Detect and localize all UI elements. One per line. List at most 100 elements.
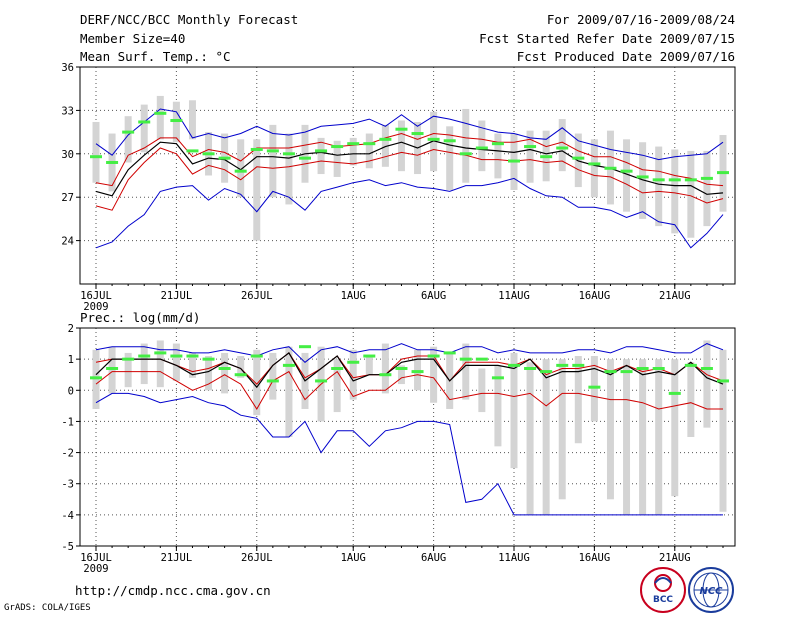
temperature-box xyxy=(92,121,100,183)
precip-title: Prec.: log(mm/d) xyxy=(80,310,200,325)
precipitation-box xyxy=(221,352,229,394)
precipitation-box xyxy=(542,359,550,515)
precipitation-box xyxy=(253,349,261,416)
precipitation-year-label: 2009 xyxy=(83,563,108,575)
precipitation-xtick-label: 21AUG xyxy=(659,552,691,564)
precipitation-box xyxy=(526,362,534,515)
precipitation-box xyxy=(655,359,663,515)
temperature-frame xyxy=(79,66,736,285)
temperature-std-low-line xyxy=(95,147,724,211)
temperature-box xyxy=(623,139,631,212)
precipitation-xtick-label: 26JUL xyxy=(241,552,273,564)
precipitation-box xyxy=(269,352,277,400)
temperature-xtick-label: 21AUG xyxy=(659,290,691,302)
bcc-logo-text: BCC xyxy=(653,595,673,605)
precipitation-box xyxy=(558,359,566,500)
temperature-box xyxy=(285,133,293,205)
precipitation-box xyxy=(703,340,711,428)
precipitation-box xyxy=(140,343,148,385)
precipitation-box xyxy=(478,368,486,413)
temperature-ytick-label: 30 xyxy=(61,149,74,161)
temperature-box xyxy=(365,133,373,169)
temperature-box xyxy=(558,119,566,172)
precipitation-box xyxy=(430,346,438,403)
temperature-box xyxy=(687,150,695,238)
temperature-xtick-label: 16AUG xyxy=(579,290,611,302)
temp-variable-label: Mean Surf. Temp.: °C xyxy=(80,49,231,64)
precipitation-box xyxy=(397,365,405,385)
precipitation-box xyxy=(574,356,582,444)
temperature-box xyxy=(526,130,534,183)
source-url: http://cmdp.ncc.cma.gov.cn xyxy=(75,583,271,598)
precipitation-box xyxy=(237,356,245,378)
temperature-xtick-label: 21JUL xyxy=(161,290,193,302)
precipitation-xtick-label: 1AUG xyxy=(341,552,366,564)
precipitation-box xyxy=(92,349,100,409)
temperature-box xyxy=(381,124,389,167)
temperature-ytick-label: 36 xyxy=(61,62,74,74)
temperature-ytick-label: 24 xyxy=(61,236,74,248)
temperature-box xyxy=(317,137,325,175)
temperature-box xyxy=(349,137,357,166)
precipitation-xtick-label: 21JUL xyxy=(161,552,193,564)
precipitation-box xyxy=(606,359,614,500)
temperature-mean-line xyxy=(95,140,724,197)
precipitation-ytick-label: 2 xyxy=(68,323,74,335)
member-size: Member Size=40 xyxy=(80,31,186,46)
temperature-box xyxy=(703,150,711,227)
ncc-logo: NCC xyxy=(688,567,734,613)
chart-title: DERF/NCC/BCC Monthly Forecast xyxy=(80,12,299,27)
precipitation-mean-line xyxy=(95,352,724,389)
bcc-logo: BCC xyxy=(640,567,686,613)
precipitation-max-line xyxy=(95,343,724,363)
grads-credit: GrADS: COLA/IGES xyxy=(4,603,91,613)
forecast-period: For 2009/07/16-2009/08/24 xyxy=(546,12,735,27)
forecast-started-date: Fcst Started Refer Date 2009/07/15 xyxy=(479,31,735,46)
ncc-logo-text: NCC xyxy=(699,586,723,597)
precipitation-box xyxy=(639,359,647,515)
temperature-min-line xyxy=(95,177,724,249)
precipitation-box xyxy=(285,346,293,437)
precipitation-xtick-label: 11AUG xyxy=(498,552,530,564)
precipitation-box xyxy=(156,340,164,388)
temperature-box xyxy=(253,139,261,241)
precipitation-box xyxy=(719,349,727,512)
precipitation-box xyxy=(687,362,695,437)
temperature-box xyxy=(333,140,341,177)
temperature-box xyxy=(446,126,454,190)
temperature-box xyxy=(462,108,470,183)
precipitation-box xyxy=(381,343,389,394)
precipitation-box xyxy=(510,352,518,469)
precipitation-xtick-label: 16AUG xyxy=(579,552,611,564)
precipitation-ytick-label: -2 xyxy=(61,448,74,460)
temperature-box xyxy=(188,100,196,140)
precipitation-box xyxy=(108,346,116,394)
precipitation-ytick-label: -3 xyxy=(61,479,74,491)
temperature-box xyxy=(124,116,132,163)
precipitation-box xyxy=(205,356,213,391)
temperature-xtick-label: 6AUG xyxy=(421,290,446,302)
precipitation-ytick-label: 1 xyxy=(68,354,74,366)
temperature-box xyxy=(430,111,438,172)
precipitation-box xyxy=(349,349,357,400)
precipitation-std-low-line xyxy=(95,370,723,410)
temperature-box xyxy=(478,120,486,172)
temperature-year-label: 2009 xyxy=(83,301,108,313)
temperature-ytick-label: 27 xyxy=(61,192,74,204)
temperature-std-high-line xyxy=(95,132,724,187)
temperature-box xyxy=(639,142,647,219)
temperature-box xyxy=(397,120,405,172)
precipitation-ytick-label: -4 xyxy=(61,510,74,522)
precipitation-box xyxy=(124,352,132,388)
precipitation-min-line xyxy=(95,392,723,516)
temperature-box xyxy=(655,146,663,227)
precipitation-box xyxy=(671,359,679,497)
temperature-box xyxy=(269,124,277,198)
temperature-box xyxy=(140,104,148,153)
temperature-ytick-label: 33 xyxy=(61,105,74,117)
precipitation-xtick-label: 16JUL xyxy=(80,552,112,564)
precipitation-box xyxy=(462,343,470,400)
precipitation-xtick-label: 6AUG xyxy=(421,552,446,564)
temperature-xtick-label: 16JUL xyxy=(80,290,112,302)
precipitation-box xyxy=(333,359,341,413)
